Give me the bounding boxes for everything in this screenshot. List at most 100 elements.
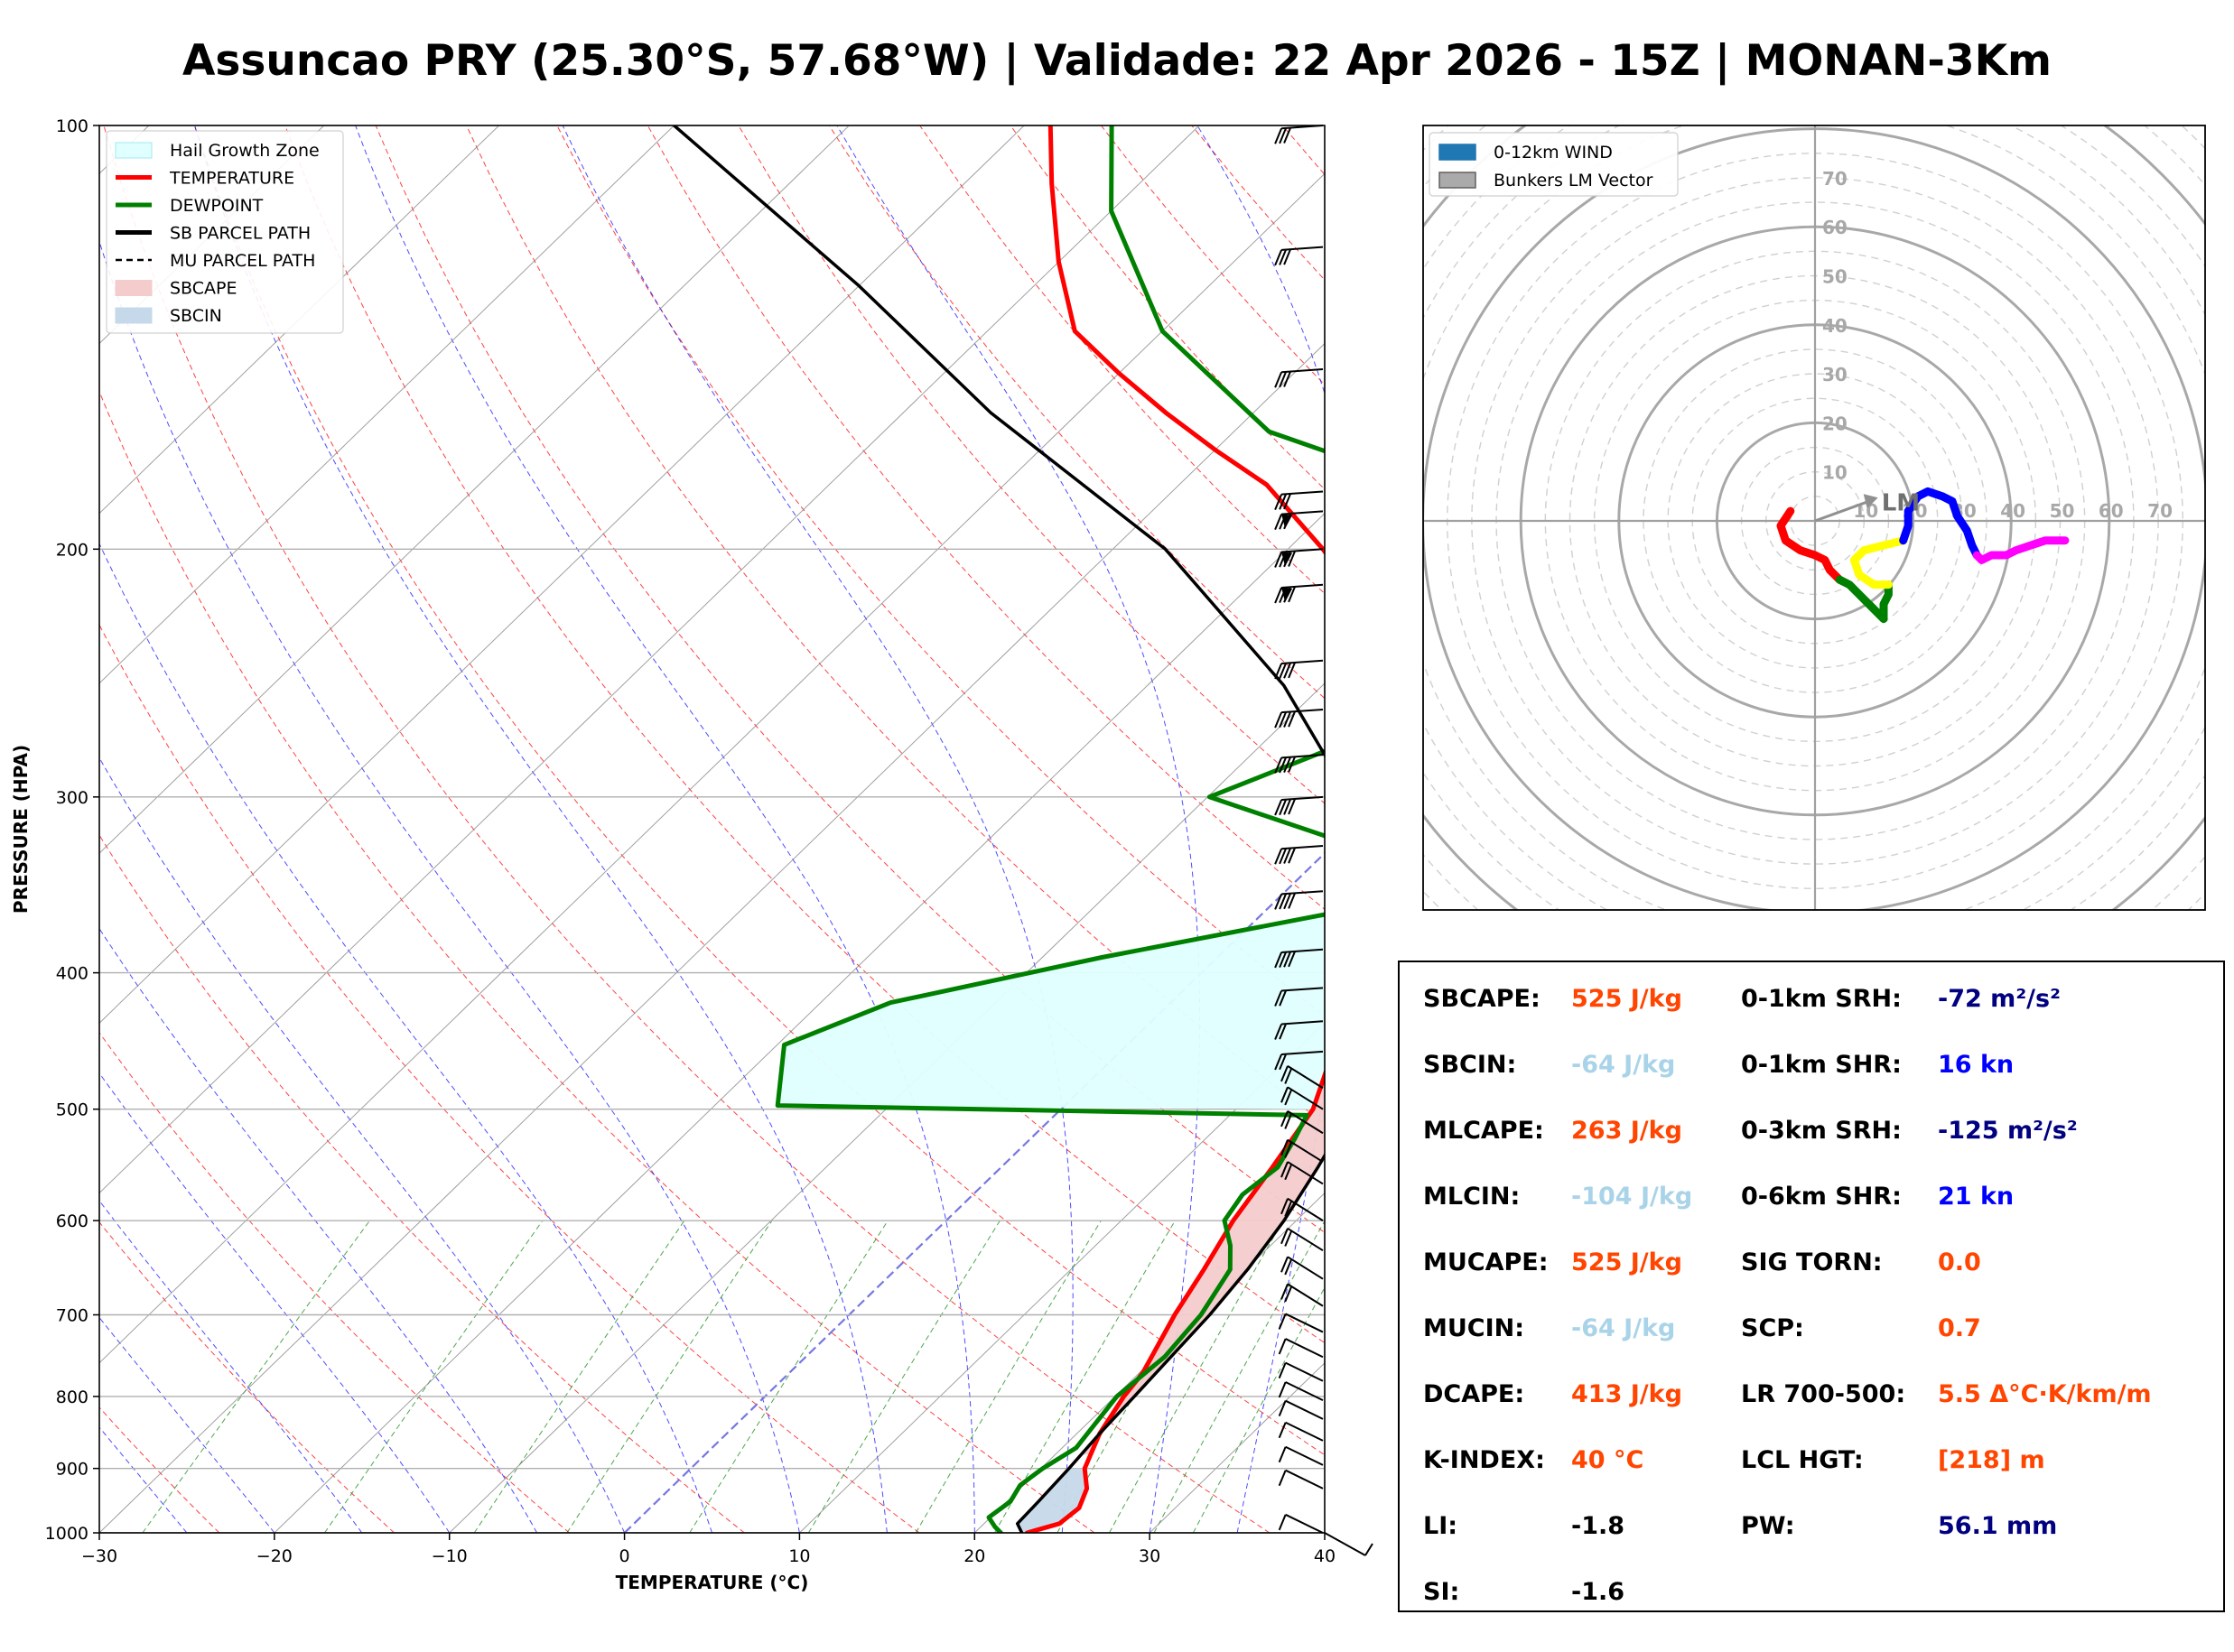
moist-adiabat bbox=[836, 125, 1201, 1533]
index-value: 16 kn bbox=[1938, 1051, 2015, 1079]
barb-flag bbox=[1274, 1024, 1283, 1040]
hodograph-ring-label-x: 70 bbox=[2147, 500, 2173, 522]
x-tick-label: 20 bbox=[963, 1546, 985, 1566]
legend-item: 0-12km WIND bbox=[1438, 143, 1613, 162]
hodograph-ring bbox=[1226, 0, 2234, 1109]
mixing-ratio-line bbox=[689, 1220, 889, 1533]
dry-adiabat bbox=[99, 834, 745, 1533]
sb-parcel-path-line bbox=[672, 125, 1325, 1533]
barb-flag bbox=[1278, 1422, 1287, 1439]
index-value: 525 J/kg bbox=[1571, 985, 1682, 1013]
barb-shaft bbox=[1281, 1020, 1324, 1026]
index-label: SIG TORN: bbox=[1741, 1248, 1883, 1276]
barb-flag bbox=[1279, 493, 1288, 510]
dewpoint-line bbox=[775, 125, 1325, 1533]
barb-shaft bbox=[1281, 659, 1324, 664]
dry-adiabat bbox=[284, 125, 1325, 1344]
barb-shaft bbox=[1285, 1381, 1324, 1402]
barb-flag bbox=[1274, 663, 1283, 680]
hodograph-ring-label-y: 10 bbox=[1822, 462, 1848, 484]
barb-pennant bbox=[1281, 587, 1293, 602]
barb-shaft bbox=[1285, 1421, 1324, 1442]
dry-adiabat bbox=[647, 125, 1325, 910]
y-tick-label: 100 bbox=[56, 116, 88, 136]
index-value: -64 J/kg bbox=[1571, 1314, 1676, 1342]
barb-flag bbox=[1279, 127, 1288, 144]
barb-shaft bbox=[1281, 948, 1324, 953]
wind-barb bbox=[1280, 1086, 1324, 1110]
y-tick-label: 900 bbox=[56, 1460, 88, 1480]
barb-flag bbox=[1280, 1110, 1289, 1128]
hodograph-segment bbox=[1972, 536, 2070, 564]
barb-shaft bbox=[1281, 125, 1324, 130]
isotherm bbox=[449, 682, 1325, 1533]
index-label: DCAPE: bbox=[1423, 1380, 1525, 1408]
barb-flag bbox=[1279, 1023, 1288, 1040]
legend-item: SBCIN bbox=[115, 306, 222, 326]
y-tick-label: 200 bbox=[56, 540, 88, 560]
barb-flag bbox=[1280, 1198, 1289, 1215]
moist-adiabat bbox=[194, 125, 888, 1533]
legend-label: Hail Growth Zone bbox=[170, 141, 320, 161]
wind-barb bbox=[1280, 1161, 1324, 1185]
wind-barb bbox=[1274, 659, 1324, 680]
moist-adiabat bbox=[562, 125, 1074, 1533]
legend-swatch bbox=[115, 142, 153, 159]
x-tick-label: 40 bbox=[1314, 1546, 1336, 1566]
wind-barb bbox=[1280, 1065, 1324, 1090]
moist-adiabat bbox=[99, 543, 712, 1533]
moist-adiabat bbox=[99, 1426, 188, 1533]
x-tick-label: 0 bbox=[619, 1546, 630, 1566]
wind-barb bbox=[1274, 510, 1324, 531]
barb-flag bbox=[1288, 662, 1297, 679]
index-value: -1.8 bbox=[1571, 1512, 1625, 1540]
index-label: PW: bbox=[1741, 1512, 1795, 1540]
isotherm bbox=[274, 513, 1325, 1533]
y-tick-label: 800 bbox=[56, 1387, 88, 1407]
index-label: SBCAPE: bbox=[1423, 985, 1541, 1013]
barb-flag bbox=[1280, 1065, 1289, 1082]
barb-flag bbox=[1274, 799, 1283, 816]
moist-adiabat bbox=[355, 125, 975, 1533]
wind-barb bbox=[1274, 890, 1324, 910]
hodograph-ring-label-x: 40 bbox=[2000, 500, 2025, 522]
legend-item: TEMPERATURE bbox=[116, 169, 294, 189]
barb-flag bbox=[1279, 249, 1288, 265]
isotherm bbox=[99, 125, 1025, 1025]
barb-flag bbox=[1278, 1362, 1287, 1378]
barb-flag bbox=[1280, 1284, 1289, 1300]
barb-flag bbox=[1274, 990, 1283, 1007]
isotherm bbox=[99, 125, 850, 854]
hodograph-segment bbox=[1835, 575, 1893, 624]
barb-flag bbox=[1288, 586, 1297, 603]
hodograph-segment bbox=[1776, 506, 1844, 584]
barb-flag bbox=[1288, 951, 1297, 968]
barb-flag bbox=[1283, 951, 1292, 968]
y-tick-label: 700 bbox=[56, 1306, 88, 1326]
wind-barb bbox=[1280, 1138, 1324, 1163]
page-title: Assuncao PRY (25.30°S, 57.68°W) | Valida… bbox=[182, 36, 2052, 86]
wind-barb bbox=[1274, 708, 1324, 729]
legend-label: Bunkers LM Vector bbox=[1494, 171, 1653, 190]
index-label: K-INDEX: bbox=[1423, 1446, 1545, 1474]
barb-flag bbox=[1279, 1053, 1288, 1071]
wind-barb bbox=[1278, 1421, 1324, 1442]
barb-flag bbox=[1280, 1139, 1289, 1156]
moist-adiabat bbox=[99, 1200, 363, 1533]
dry-adiabat bbox=[103, 125, 1271, 1533]
barb-flag bbox=[1283, 248, 1292, 265]
index-label: MUCAPE: bbox=[1423, 1248, 1549, 1276]
wind-barb bbox=[1274, 754, 1324, 774]
legend-label: SBCIN bbox=[170, 306, 222, 326]
barb-flag bbox=[1288, 798, 1297, 815]
barb-shaft bbox=[1281, 583, 1324, 589]
index-label: MUCIN: bbox=[1423, 1314, 1525, 1342]
surface-wind-barb-flag bbox=[1364, 1543, 1373, 1556]
index-value: 0.0 bbox=[1938, 1248, 1981, 1276]
barb-flag bbox=[1288, 551, 1297, 567]
barb-flag bbox=[1274, 249, 1283, 266]
barb-flag bbox=[1274, 514, 1283, 531]
barb-flag bbox=[1280, 1086, 1289, 1103]
index-value: -1.6 bbox=[1571, 1578, 1625, 1606]
